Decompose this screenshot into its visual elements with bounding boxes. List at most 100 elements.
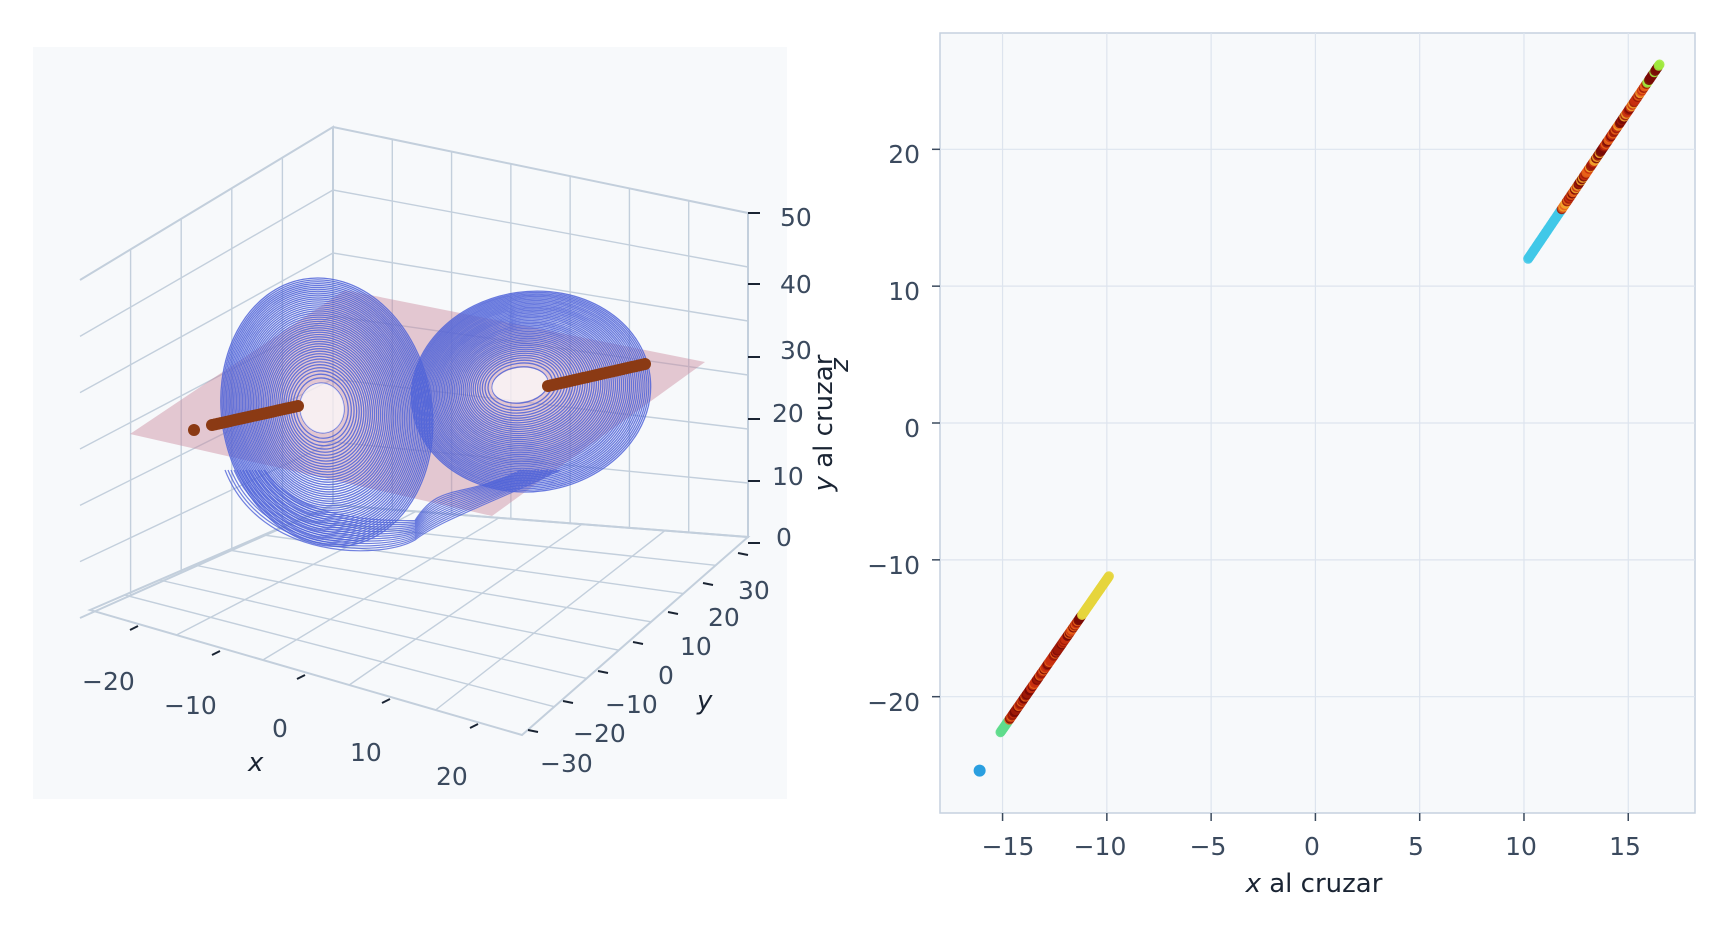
y-tick-labels: −30 −20 −10 0 10 20 30	[540, 576, 770, 778]
trajectory-loop-left	[228, 288, 424, 535]
x-tick-label: −5	[1190, 832, 1227, 861]
trajectory-loop-right	[414, 294, 646, 488]
trajectory-loop-left	[264, 336, 384, 483]
trajectory-loop-left	[246, 312, 404, 509]
trajectory-transit	[251, 469, 534, 530]
right-hole	[492, 367, 548, 403]
trajectory-loop-left	[247, 314, 402, 507]
trajectory-transit	[224, 469, 561, 552]
scatter-y-tick-labels: 20 10 0 −10 −20	[867, 140, 920, 717]
x-tick-label: 10	[1505, 832, 1537, 861]
trajectory-loop-left	[262, 333, 386, 486]
y-tick-label: −10	[605, 690, 658, 719]
y-tick	[597, 670, 609, 674]
trajectory-loop-left	[281, 358, 365, 459]
crossing-point	[188, 424, 200, 436]
z-tick-label: 40	[780, 270, 812, 299]
chart-scatter	[932, 33, 1695, 821]
trajectory-loop-left	[224, 282, 429, 541]
y-tick	[702, 582, 714, 586]
trajectory-loop-left	[267, 340, 380, 478]
crossing-point	[292, 400, 304, 412]
trajectory-loop-left	[295, 377, 349, 439]
trajectory-transit	[233, 469, 552, 545]
y-tick-label: 0	[904, 414, 920, 443]
z-axis-label-3d: z	[825, 357, 855, 373]
x-tick	[469, 723, 479, 729]
y-tick	[632, 641, 644, 645]
gridline	[159, 579, 587, 680]
trajectory-loop-left	[254, 322, 395, 498]
trajectory-loop-left	[287, 367, 358, 450]
z-tick-label: 20	[772, 399, 804, 428]
y-tick	[562, 700, 574, 704]
trajectory-transit	[230, 469, 555, 547]
trajectory-loop-right	[430, 309, 625, 470]
z-tick-label: 10	[772, 462, 804, 491]
trajectory-transit	[227, 469, 558, 549]
trajectory-loop-left	[275, 350, 372, 468]
trajectory-transit	[245, 469, 540, 535]
gridline	[194, 564, 619, 651]
x-tick-label: 0	[1304, 832, 1320, 861]
trajectory-loop-left	[279, 355, 367, 462]
crossing-point	[639, 358, 651, 370]
trajectory-transit	[242, 469, 543, 537]
x-tick-label: 10	[350, 738, 382, 767]
trajectory-transit	[236, 469, 549, 542]
gridline	[348, 523, 583, 686]
x-tick-label: 0	[272, 714, 288, 743]
trajectory-loop-left	[259, 329, 389, 491]
y-tick-label: −10	[867, 551, 920, 580]
trajectory-transit	[260, 469, 525, 524]
trajectory-loop-left	[271, 345, 376, 473]
trajectory-loop-left	[243, 308, 407, 514]
trajectory-loop-right	[412, 291, 650, 491]
trajectory-loop-left	[255, 325, 393, 495]
z-tick-label: 0	[776, 523, 792, 552]
y-tick-label: 20	[708, 603, 740, 632]
trajectory-transit	[254, 469, 531, 528]
y-tick-label: −30	[540, 749, 593, 778]
y-tick	[527, 729, 539, 733]
trajectory-loop-left	[257, 327, 391, 493]
trajectory-loop-left	[260, 331, 387, 488]
scatter-x-axis-label: x al cruzar	[1245, 869, 1383, 899]
x-tick-label: −10	[1074, 832, 1127, 861]
gridline	[228, 549, 652, 623]
y-tick-label: 20	[888, 140, 920, 169]
x-tick	[129, 625, 139, 631]
gridline	[124, 594, 555, 708]
trajectory-loop-left	[285, 364, 360, 453]
y-tick	[737, 552, 749, 556]
gridline	[79, 441, 749, 563]
y-tick-label: 30	[738, 576, 770, 605]
trajectory-loop-left	[230, 290, 423, 533]
gridline	[79, 189, 749, 337]
chart-3d	[79, 125, 760, 737]
scatter-point	[1654, 59, 1665, 70]
trajectory-loop-left	[277, 353, 369, 465]
z-tick-label: 30	[780, 336, 812, 365]
trajectory-loop-left	[283, 361, 363, 456]
left-hole	[299, 383, 345, 433]
trajectory-loop-left	[266, 338, 382, 481]
x-tick-label: −20	[82, 667, 135, 696]
trajectory-loop-left	[222, 281, 431, 543]
x-tick-label: 15	[1609, 832, 1641, 861]
trajectory-loop-left	[273, 348, 374, 471]
x-tick-labels: −20 −10 0 10 20	[82, 667, 468, 791]
trajectory-transit	[263, 469, 522, 522]
trajectory-transit	[239, 469, 546, 540]
trajectory-loop-right	[410, 290, 652, 493]
x-tick	[211, 650, 221, 656]
gridline	[262, 517, 500, 661]
z-tick-labels: 50 40 30 20 10 0	[772, 203, 812, 552]
trajectory-loop-right	[434, 312, 621, 466]
x-tick	[296, 674, 306, 680]
y-axis-label-3d: y	[696, 686, 713, 716]
gridline	[435, 530, 666, 711]
x-tick-label: −15	[982, 832, 1035, 861]
trajectory-loop-right	[413, 293, 648, 490]
